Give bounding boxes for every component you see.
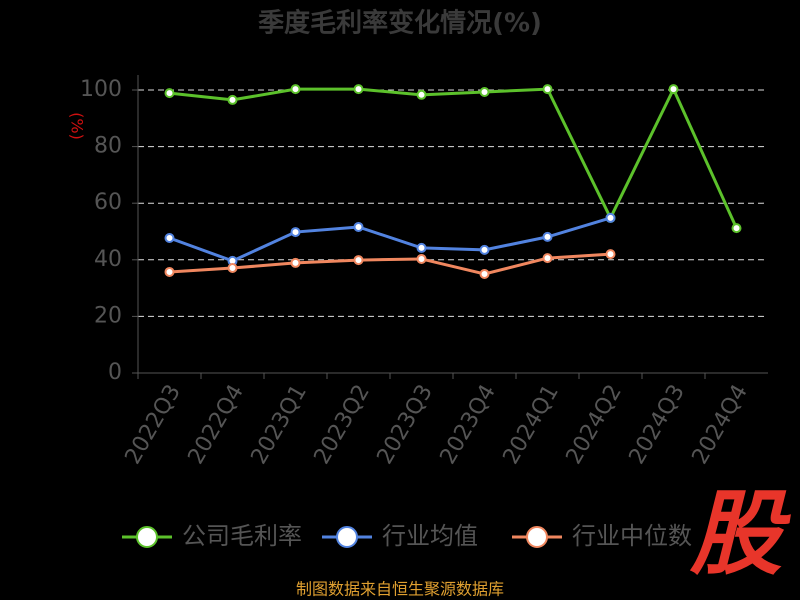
x-tick-label: 2023Q2 bbox=[310, 381, 375, 469]
data-point bbox=[542, 253, 553, 264]
data-point bbox=[353, 255, 364, 266]
series-line bbox=[169, 85, 738, 229]
data-point bbox=[164, 88, 175, 99]
legend-marker bbox=[336, 526, 358, 548]
data-point bbox=[479, 244, 490, 255]
x-tick-label: 2023Q4 bbox=[436, 381, 501, 469]
data-point bbox=[416, 89, 427, 100]
data-point bbox=[605, 249, 616, 260]
x-tick-label: 2024Q3 bbox=[625, 381, 690, 469]
series-line bbox=[169, 252, 611, 276]
data-point bbox=[479, 86, 490, 97]
data-point bbox=[290, 84, 301, 95]
legend-label: 行业均值 bbox=[382, 522, 478, 550]
x-tick-label: 2023Q1 bbox=[247, 381, 312, 469]
source: 制图数据来自恒生聚源数据库 bbox=[296, 580, 504, 599]
y-tick-label: 60 bbox=[94, 190, 122, 215]
data-point bbox=[416, 253, 427, 264]
data-point bbox=[353, 84, 364, 95]
y-tick-label: 0 bbox=[108, 360, 122, 385]
y-tick-label: 100 bbox=[80, 77, 122, 102]
data-point bbox=[227, 94, 238, 105]
x-tick-label: 2022Q3 bbox=[121, 381, 186, 469]
data-point bbox=[542, 231, 553, 242]
x-tick-label: 2024Q1 bbox=[499, 381, 564, 469]
watermark: 股 bbox=[689, 480, 791, 587]
data-point bbox=[164, 233, 175, 244]
chart-title: 季度毛利率变化情况(%) bbox=[258, 8, 542, 39]
data-point bbox=[227, 263, 238, 274]
y-tick-label: 20 bbox=[94, 303, 122, 328]
x-tick-label: 2022Q4 bbox=[184, 381, 249, 469]
legend-marker bbox=[136, 526, 158, 548]
data-point bbox=[542, 84, 553, 95]
data-point bbox=[353, 221, 364, 232]
x-tick-label: 2024Q2 bbox=[562, 381, 627, 469]
legend-marker bbox=[526, 526, 548, 548]
y-tick-label: 40 bbox=[94, 247, 122, 272]
data-point bbox=[479, 268, 490, 279]
y-tick-label: 80 bbox=[94, 134, 122, 159]
data-point bbox=[731, 223, 742, 234]
legend-label: 公司毛利率 bbox=[182, 522, 302, 550]
legend-label: 行业中位数 bbox=[572, 522, 692, 550]
x-tick-label: 2023Q3 bbox=[373, 381, 438, 469]
data-point bbox=[164, 266, 175, 277]
data-point bbox=[416, 242, 427, 253]
x-tick-label: 2024Q4 bbox=[688, 381, 753, 469]
series-line bbox=[168, 216, 611, 263]
data-point bbox=[605, 212, 616, 223]
data-point bbox=[668, 84, 679, 95]
y-axis-label: (%) bbox=[68, 112, 87, 140]
data-point bbox=[290, 227, 301, 238]
data-point bbox=[290, 257, 301, 268]
